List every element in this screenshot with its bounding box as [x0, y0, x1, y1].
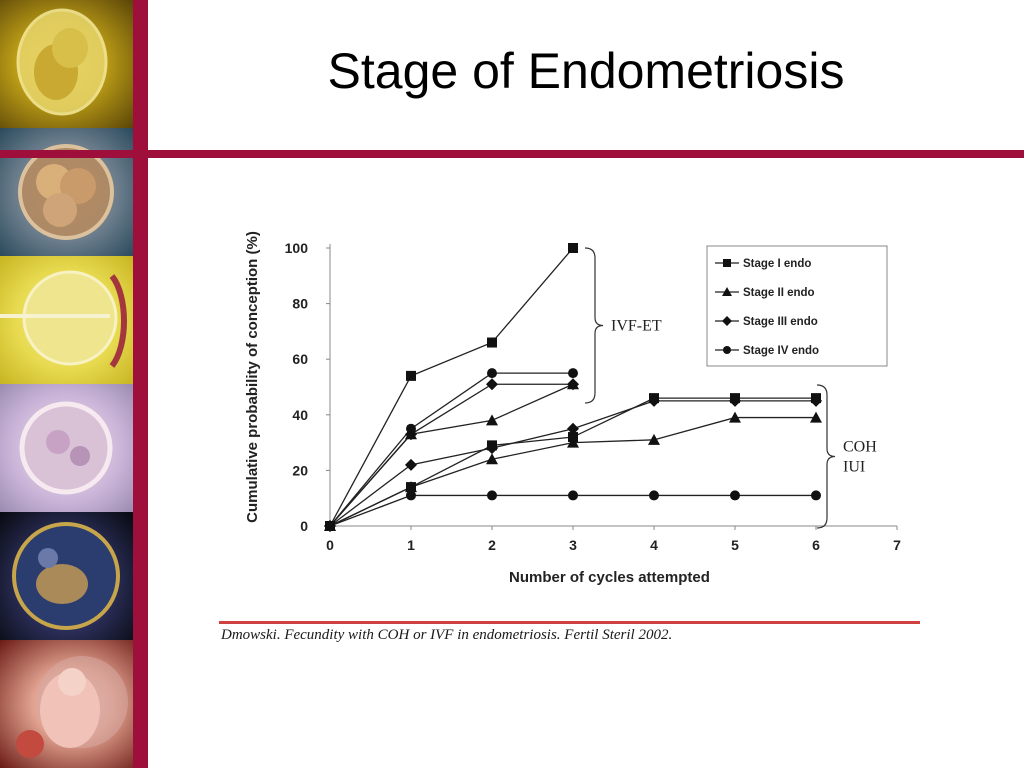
data-point [487, 490, 497, 501]
x-tick-label: 2 [488, 537, 496, 553]
data-point [568, 368, 578, 379]
data-point [486, 414, 498, 426]
legend-label: Stage I endo [743, 258, 811, 270]
bracket [584, 247, 604, 404]
data-point [487, 337, 497, 348]
chart-axes: 0 1 2 3 4 5 6 7 0 20 40 60 80 100 [285, 240, 901, 553]
chart-legend: Stage I endo Stage II endo Stage III endo S… [706, 245, 888, 367]
fetus-in-amnion-image [0, 512, 133, 640]
series-line [329, 400, 816, 527]
legend-label: Stage III endo [743, 316, 818, 328]
legend-label: Stage IV endo [743, 345, 819, 357]
data-point [406, 490, 416, 501]
x-tick-label: 0 [326, 537, 334, 553]
data-point [406, 370, 416, 381]
early-embryo-image [0, 128, 133, 256]
slide-title: Stage of Endometriosis [327, 43, 845, 99]
data-point [486, 442, 498, 455]
y-tick-label: 0 [300, 518, 308, 534]
data-point [325, 521, 335, 531]
y-tick-label: 20 [292, 462, 308, 478]
chart-markers [324, 243, 822, 532]
line-chart: 0 1 2 3 4 5 6 7 0 20 40 60 80 100 IVF-ET COH IUI Stage … [244, 231, 901, 586]
x-tick-label: 1 [407, 537, 415, 553]
data-point [648, 394, 660, 407]
sidebar-image-strip [0, 0, 133, 768]
zygote-image [0, 0, 133, 128]
legend-marker [722, 316, 732, 326]
data-point [486, 378, 498, 391]
data-point [568, 490, 578, 501]
y-tick-label: 80 [292, 296, 308, 312]
data-point [405, 458, 417, 471]
citation-text: Dmowski. Fecundity with COH or IVF in en… [221, 627, 673, 643]
citation-divider [219, 621, 920, 624]
data-point [405, 481, 417, 493]
data-point [567, 378, 579, 391]
bracket-label: IUI [843, 459, 865, 476]
blastocyst-image [0, 384, 133, 512]
icsi-oocyte-image [0, 256, 133, 384]
data-point [648, 433, 660, 445]
legend-marker [723, 259, 731, 267]
data-point [810, 394, 822, 407]
data-point [730, 490, 740, 501]
data-point [729, 411, 741, 423]
legend-box [706, 245, 888, 367]
y-tick-label: 60 [292, 351, 308, 367]
x-tick-label: 6 [812, 537, 820, 553]
data-point [649, 490, 659, 501]
bracket-label: IVF-ET [611, 318, 662, 335]
embryo-image [0, 640, 133, 768]
data-point [567, 422, 579, 435]
data-point [486, 453, 498, 465]
data-point [487, 368, 497, 379]
legend-marker [722, 287, 732, 296]
x-tick-label: 3 [569, 537, 577, 553]
y-axis-label: Cumulative probability of conception (%) [244, 231, 261, 523]
x-tick-label: 5 [731, 537, 739, 553]
legend-marker [723, 346, 731, 354]
data-point [729, 394, 741, 407]
data-point [567, 436, 579, 448]
series-line [329, 372, 573, 527]
series-line [329, 247, 574, 527]
x-tick-label: 7 [893, 537, 901, 553]
data-point [568, 243, 578, 253]
horizontal-accent-bar [0, 150, 1024, 158]
y-tick-label: 100 [285, 240, 309, 256]
x-tick-label: 4 [650, 537, 658, 553]
chart-brackets: IVF-ET COH IUI [584, 247, 877, 529]
x-axis-label: Number of cycles attempted [509, 569, 710, 586]
y-tick-label: 40 [292, 407, 308, 423]
legend-label: Stage II endo [743, 287, 815, 299]
data-point [406, 423, 416, 434]
series-line [329, 383, 573, 527]
vertical-accent-bar [133, 0, 148, 768]
bracket-label: COH [843, 439, 877, 456]
data-point [810, 411, 822, 423]
series-line [329, 383, 574, 527]
bracket [816, 384, 836, 529]
data-point [811, 490, 821, 501]
